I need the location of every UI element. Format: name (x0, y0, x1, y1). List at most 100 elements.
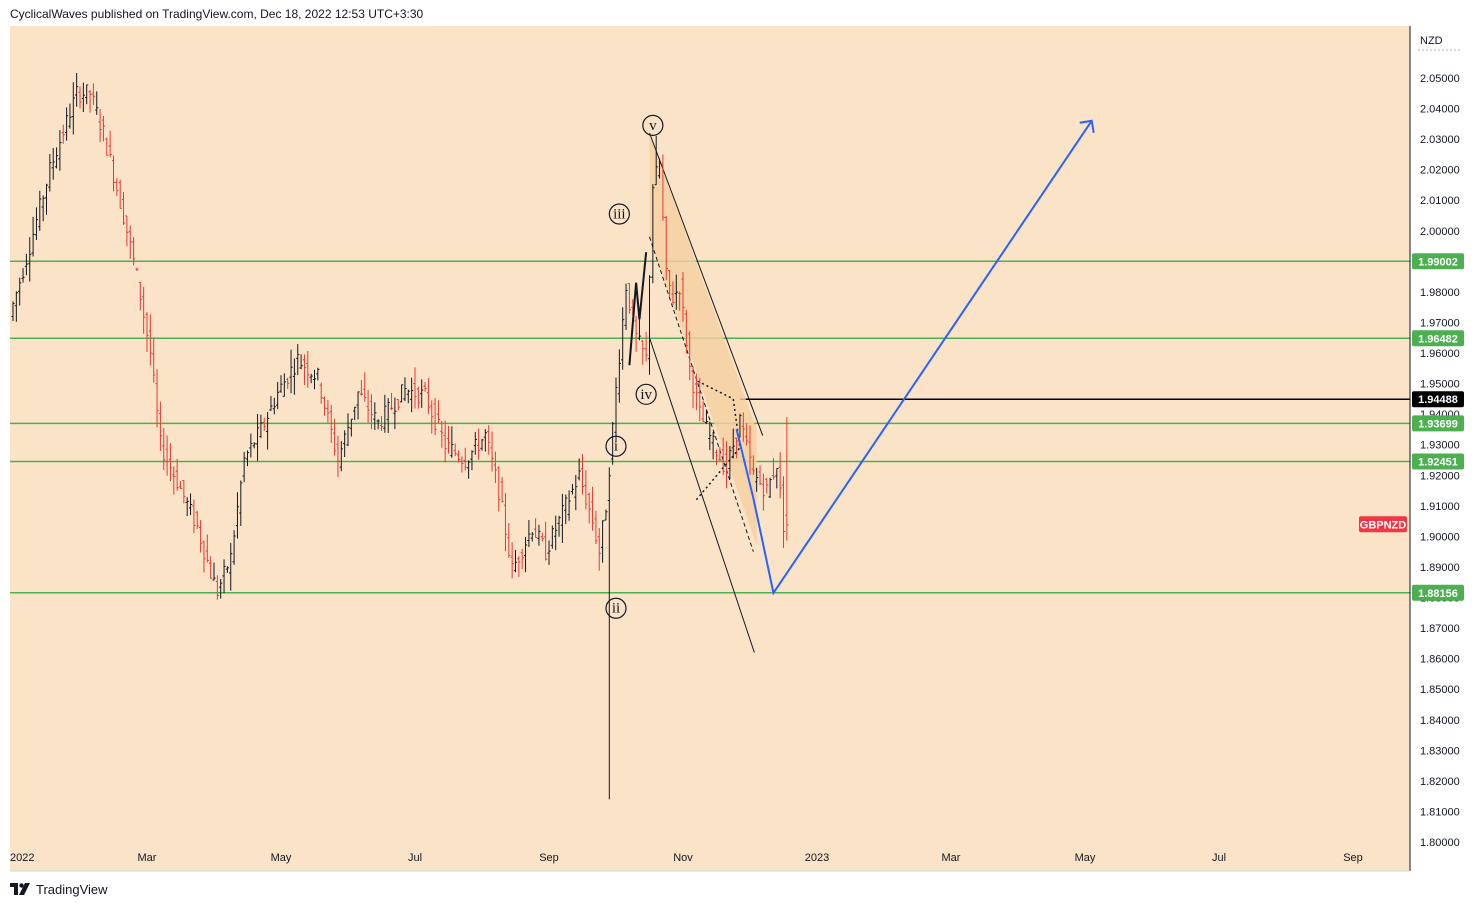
candle (175, 458, 179, 491)
candle (731, 428, 735, 459)
candle (570, 483, 575, 495)
candle (554, 515, 558, 551)
price-tick-label: 1.97000 (1420, 317, 1460, 329)
price-level-tag[interactable]: 1.94488 (1412, 391, 1464, 408)
candle (85, 84, 89, 105)
candle (245, 450, 250, 467)
projection-arrowhead (1079, 119, 1095, 133)
price-level-tag[interactable]: 1.92451 (1412, 453, 1464, 470)
channel-upper-line[interactable] (649, 132, 764, 436)
time-tick-label: Nov (673, 852, 693, 864)
candle (316, 367, 320, 381)
wave-label[interactable]: iii (608, 203, 630, 225)
candle (152, 337, 156, 383)
price-tick-label: 2.02000 (1420, 165, 1460, 177)
candle (416, 386, 420, 409)
price-tick-label: 1.87000 (1420, 623, 1460, 635)
candle (775, 467, 779, 489)
candle (366, 389, 370, 423)
candle (71, 82, 75, 135)
candle (544, 521, 548, 561)
candle (487, 425, 491, 455)
candle (741, 412, 745, 442)
price-level-tag[interactable]: 1.88156 (1412, 584, 1464, 601)
candle (574, 474, 578, 511)
candle (54, 147, 59, 169)
candle (209, 556, 213, 579)
candle (577, 458, 581, 481)
candle (698, 377, 702, 422)
candle (493, 451, 497, 483)
candle (132, 237, 136, 266)
candle (500, 476, 504, 503)
projection-path[interactable] (735, 120, 1093, 596)
candle (453, 443, 457, 457)
time-axis[interactable]: 2022 Mar May Jul Sep Nov 2023 Mar May Jul Sep (10, 852, 1410, 872)
candle (389, 392, 394, 411)
candle (607, 467, 611, 800)
wave-label[interactable]: i (605, 435, 627, 457)
candle (567, 490, 571, 521)
time-tick-label: May (1075, 852, 1096, 864)
price-tick-label: 1.83000 (1420, 745, 1460, 757)
candle (637, 319, 642, 341)
price-tick-label: 2.01000 (1420, 195, 1460, 207)
candle (410, 377, 414, 413)
time-tick-label: 2022 (10, 852, 34, 864)
candle (617, 349, 621, 403)
candle (611, 421, 615, 465)
price-level-tag[interactable]: 1.93699 (1412, 415, 1464, 432)
candle (242, 451, 246, 483)
candle (507, 523, 511, 558)
candle (339, 441, 343, 472)
candle (61, 124, 65, 144)
candle (322, 396, 327, 416)
candle (735, 437, 739, 459)
candle (182, 479, 186, 504)
candle (674, 274, 678, 310)
candle (644, 331, 648, 362)
candle (68, 103, 72, 129)
symbol-tag[interactable]: GBPNZD (1359, 516, 1407, 533)
candle (584, 470, 588, 510)
candle (657, 158, 662, 179)
candle (383, 394, 387, 433)
candle (155, 369, 159, 428)
candle (363, 372, 367, 402)
price-level-tag[interactable]: 1.99002 (1412, 253, 1464, 270)
wave-label[interactable]: ii (605, 597, 627, 619)
svg-text:GBPNZD: GBPNZD (1360, 519, 1407, 531)
candle (688, 331, 692, 381)
price-level-tag[interactable]: 1.96482 (1412, 330, 1464, 347)
candle (527, 520, 531, 547)
candle (225, 566, 229, 573)
price-tick-label: 1.86000 (1420, 654, 1460, 666)
candle (510, 542, 514, 579)
candle (91, 83, 95, 105)
candle (480, 438, 484, 451)
price-axis[interactable]: 1.80000 1.81000 1.82000 1.83000 1.84000 1.850… (1359, 73, 1464, 849)
wave-label[interactable]: iv (635, 383, 657, 405)
candle (483, 429, 487, 452)
candle (647, 275, 652, 375)
candle (289, 349, 293, 394)
candle (728, 446, 732, 480)
candle (31, 216, 35, 257)
candle (634, 315, 638, 352)
candle (279, 375, 283, 393)
svg-text:iv: iv (640, 387, 652, 403)
candle (601, 520, 605, 563)
candle (239, 480, 243, 526)
candle (781, 476, 786, 548)
wave-subdivision[interactable] (628, 252, 648, 366)
channel-lower-line[interactable] (649, 337, 755, 653)
candle (460, 456, 464, 473)
channel-mid-dashed-line[interactable] (649, 236, 754, 552)
price-tick-label: 2.00000 (1420, 226, 1460, 238)
wave-label[interactable]: v (642, 114, 664, 136)
price-tick-label: 1.95000 (1420, 379, 1460, 391)
candle (34, 207, 39, 240)
candle (671, 281, 675, 305)
candle (580, 454, 585, 495)
